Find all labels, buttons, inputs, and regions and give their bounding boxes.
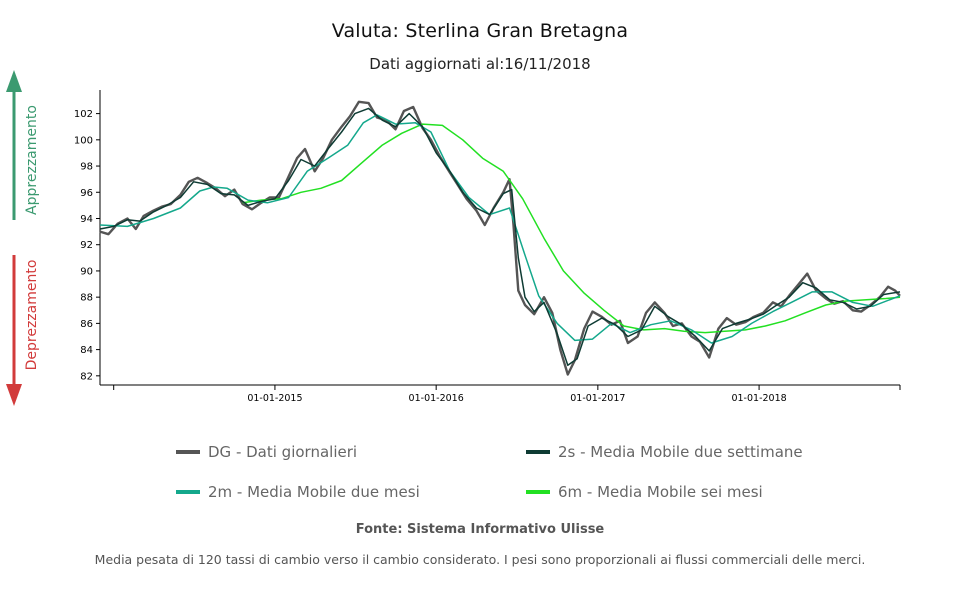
legend-swatch <box>526 450 550 454</box>
y-tick-label: 84 <box>80 345 93 356</box>
chart-subtitle: Dati aggiornati al:16/11/2018 <box>369 55 591 73</box>
legend-label: 2s - Media Mobile due settimane <box>558 443 803 461</box>
y-tick-label: 82 <box>80 371 93 382</box>
legend-item-ma2s: 2s - Media Mobile due settimane <box>526 442 803 462</box>
y-tick-label: 92 <box>80 240 93 251</box>
legend-item-dg: DG - Dati giornalieri <box>176 442 357 462</box>
depreciation-indicator: Deprezzamento <box>6 255 40 406</box>
x-tick-label: 01-01-2018 <box>731 393 786 404</box>
y-tick-label: 86 <box>80 319 93 330</box>
legend-item-ma6m: 6m - Media Mobile sei mesi <box>526 482 763 502</box>
appreciation-label: Apprezzamento <box>24 105 40 215</box>
x-tick-label: 01-01-2017 <box>570 393 625 404</box>
arrow-down-icon <box>6 384 22 406</box>
appreciation-indicator: Apprezzamento <box>6 70 40 220</box>
line-chart: Apprezzamento Deprezzamento 82 84 86 88 90 92… <box>6 70 901 406</box>
depreciation-label: Deprezzamento <box>24 260 40 371</box>
legend-label: 6m - Media Mobile sei mesi <box>558 483 763 501</box>
y-tick-label: 90 <box>80 266 93 277</box>
arrow-down-shaft <box>12 255 16 385</box>
chart-series <box>99 100 901 376</box>
chart-axes: 82 84 86 88 90 92 94 96 98 100 102 01-01-2015 01-01-… <box>74 90 901 404</box>
series-line-ma2s <box>99 107 901 367</box>
legend-swatch <box>176 450 200 454</box>
footnote: Media pesata di 120 tassi di cambio vers… <box>94 552 866 567</box>
legend-label: DG - Dati giornalieri <box>208 443 358 461</box>
chart-title: Valuta: Sterlina Gran Bretagna <box>331 20 629 42</box>
y-tick-label: 96 <box>80 188 93 199</box>
arrow-up-shaft <box>12 90 16 220</box>
legend-swatch <box>176 490 200 494</box>
y-tick-label: 88 <box>80 293 93 304</box>
legend-label: 2m - Media Mobile due mesi <box>208 483 420 501</box>
series-line-ma6m <box>242 123 901 334</box>
y-tick-label: 94 <box>80 214 93 225</box>
y-tick-label: 102 <box>74 109 93 120</box>
x-tick-label: 01-01-2015 <box>247 393 302 404</box>
series-line-ma2m <box>99 114 901 344</box>
y-tick-label: 100 <box>74 135 93 146</box>
legend-item-ma2m: 2m - Media Mobile due mesi <box>176 482 420 502</box>
arrow-up-icon <box>6 70 22 92</box>
legend-swatch <box>526 490 550 494</box>
series-line-dg <box>99 100 901 376</box>
y-tick-label: 98 <box>80 162 93 173</box>
x-tick-label: 01-01-2016 <box>409 393 464 404</box>
source-note: Fonte: Sistema Informativo Ulisse <box>355 522 605 537</box>
